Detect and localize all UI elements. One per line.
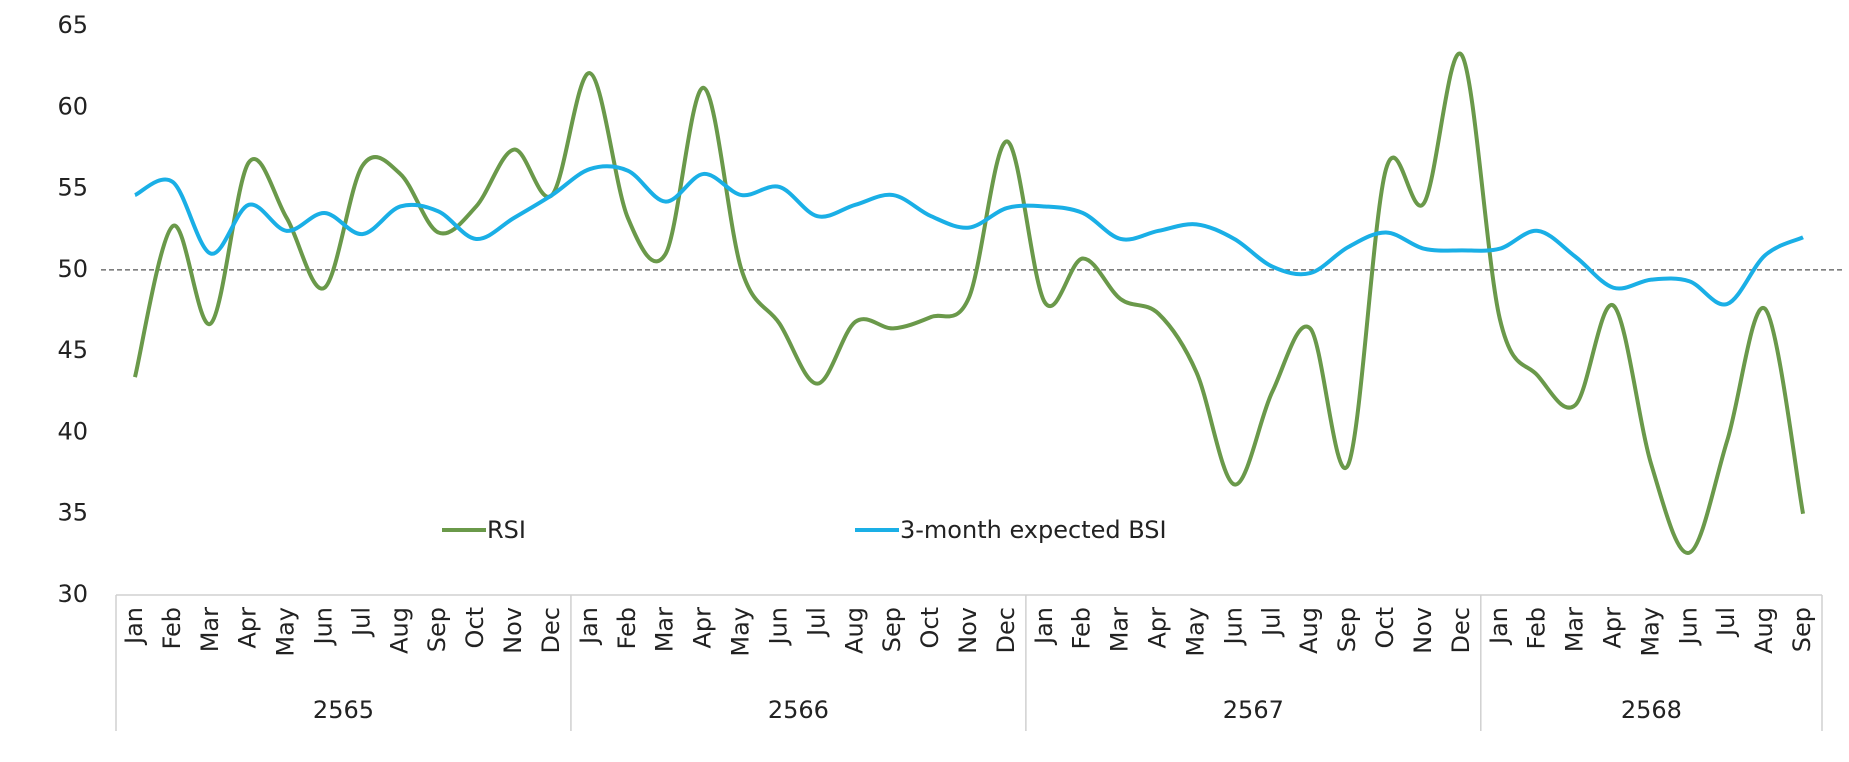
x-tick-label: Jul	[1257, 607, 1285, 638]
series-line	[134, 164, 1804, 307]
x-tick-label: Jan	[575, 607, 603, 646]
x-tick-label: Dec	[1447, 607, 1475, 653]
x-tick-label: Oct	[461, 607, 489, 649]
x-tick-label: Dec	[537, 607, 565, 653]
x-tick-label: Apr	[1144, 607, 1172, 649]
x-tick-label: Feb	[1523, 607, 1551, 650]
group-label: 2566	[768, 696, 829, 724]
x-tick-label: May	[1636, 607, 1664, 657]
y-tick-label: 35	[57, 499, 88, 527]
x-tick-label: Feb	[158, 607, 186, 650]
x-tick-label: Apr	[1598, 607, 1626, 649]
y-tick-label: 45	[57, 336, 88, 364]
x-tick-label: Jul	[802, 607, 830, 638]
legend-label: RSI	[487, 516, 526, 544]
x-tick-label: Nov	[499, 607, 527, 654]
x-tick-label: Jul	[1712, 607, 1740, 638]
x-tick-label: Mar	[1561, 607, 1589, 652]
group-label: 2568	[1621, 696, 1682, 724]
series-line	[133, 51, 1806, 555]
x-tick-label: May	[272, 607, 300, 657]
x-tick-label: Aug	[1295, 607, 1323, 654]
y-tick-label: 30	[57, 580, 88, 608]
x-tick-label: Sep	[878, 607, 906, 652]
x-tick-label: Dec	[992, 607, 1020, 653]
x-tick-label: Jun	[1674, 607, 1702, 647]
x-tick-label: Nov	[1409, 607, 1437, 654]
x-tick-label: Mar	[196, 607, 224, 652]
x-tick-label: Oct	[1371, 607, 1399, 649]
x-tick-label: Sep	[423, 607, 451, 652]
x-tick-label: Sep	[1788, 607, 1816, 652]
x-tick-label: May	[1181, 607, 1209, 657]
x-tick-label: Jan	[1030, 607, 1058, 646]
x-tick-label: Apr	[234, 607, 262, 649]
x-tick-label: Jan	[1485, 607, 1513, 646]
x-tick-label: May	[727, 607, 755, 657]
x-tick-label: Nov	[954, 607, 982, 654]
x-tick-label: Jun	[764, 607, 792, 647]
x-tick-label: Jun	[310, 607, 338, 647]
legend-label: 3-month expected BSI	[900, 516, 1167, 544]
y-tick-label: 50	[57, 255, 88, 283]
group-label: 2567	[1223, 696, 1284, 724]
x-tick-label: Feb	[613, 607, 641, 650]
y-tick-label: 60	[57, 92, 88, 120]
x-tick-label: Oct	[916, 607, 944, 649]
x-tick-label: Jan	[120, 607, 148, 646]
y-tick-label: 40	[57, 417, 88, 445]
y-tick-label: 65	[57, 11, 88, 39]
x-tick-label: Apr	[689, 607, 717, 649]
x-tick-label: Mar	[651, 607, 679, 652]
x-tick-label: Mar	[1106, 607, 1134, 652]
x-tick-label: Jul	[347, 607, 375, 638]
group-label: 2565	[313, 696, 374, 724]
x-tick-label: Aug	[840, 607, 868, 654]
y-tick-label: 55	[57, 174, 88, 202]
x-tick-label: Feb	[1068, 607, 1096, 650]
x-tick-label: Aug	[1750, 607, 1778, 654]
x-tick-label: Aug	[385, 607, 413, 654]
x-tick-label: Sep	[1333, 607, 1361, 652]
x-tick-label: Jun	[1219, 607, 1247, 647]
